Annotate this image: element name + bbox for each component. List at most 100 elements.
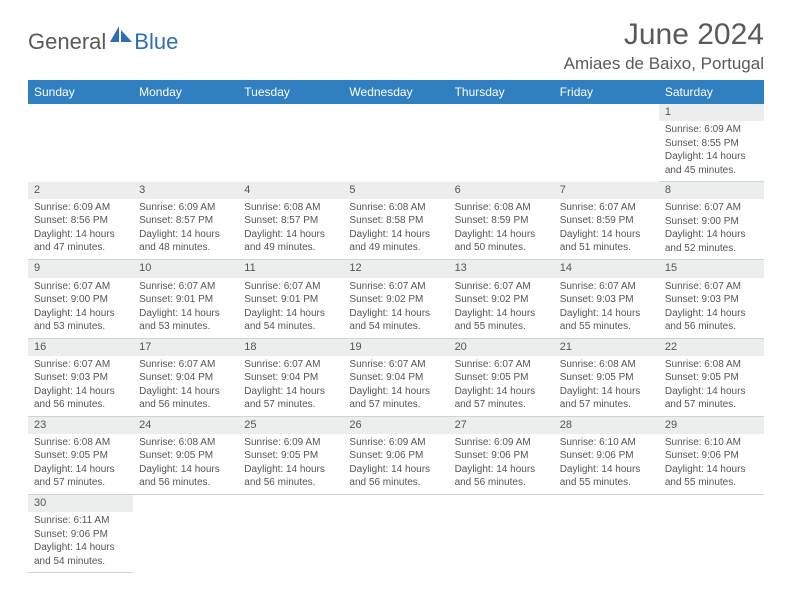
sunset-line: Sunset: 9:03 PM xyxy=(34,371,127,385)
sunrise-line: Sunrise: 6:07 AM xyxy=(34,358,127,372)
calendar-day-cell xyxy=(238,494,343,572)
calendar-day-cell: 11Sunrise: 6:07 AMSunset: 9:01 PMDayligh… xyxy=(238,260,343,338)
day-details: Sunrise: 6:07 AMSunset: 9:03 PMDaylight:… xyxy=(28,356,133,416)
day-details: Sunrise: 6:07 AMSunset: 9:03 PMDaylight:… xyxy=(554,278,659,338)
day-details: Sunrise: 6:07 AMSunset: 9:04 PMDaylight:… xyxy=(238,356,343,416)
calendar-day-cell xyxy=(449,494,554,572)
calendar-day-cell: 1Sunrise: 6:09 AMSunset: 8:55 PMDaylight… xyxy=(659,104,764,182)
daylight-line: Daylight: 14 hours and 56 minutes. xyxy=(244,463,337,490)
sunrise-line: Sunrise: 6:07 AM xyxy=(560,201,653,215)
sunset-line: Sunset: 9:06 PM xyxy=(34,528,127,542)
sunrise-line: Sunrise: 6:07 AM xyxy=(244,358,337,372)
day-number: 2 xyxy=(28,182,133,199)
weekday-header: Wednesday xyxy=(343,80,448,104)
calendar-day-cell: 13Sunrise: 6:07 AMSunset: 9:02 PMDayligh… xyxy=(449,260,554,338)
weekday-header: Monday xyxy=(133,80,238,104)
day-number: 22 xyxy=(659,339,764,356)
day-number: 18 xyxy=(238,339,343,356)
sunset-line: Sunset: 9:00 PM xyxy=(34,293,127,307)
sunset-line: Sunset: 8:59 PM xyxy=(560,214,653,228)
day-number: 5 xyxy=(343,182,448,199)
weekday-header: Saturday xyxy=(659,80,764,104)
calendar-week-row: 9Sunrise: 6:07 AMSunset: 9:00 PMDaylight… xyxy=(28,260,764,338)
day-number: 16 xyxy=(28,339,133,356)
sunset-line: Sunset: 8:57 PM xyxy=(139,214,232,228)
daylight-line: Daylight: 14 hours and 53 minutes. xyxy=(139,307,232,334)
sunset-line: Sunset: 9:01 PM xyxy=(139,293,232,307)
daylight-line: Daylight: 14 hours and 57 minutes. xyxy=(34,463,127,490)
calendar-day-cell xyxy=(343,104,448,182)
sunset-line: Sunset: 8:59 PM xyxy=(455,214,548,228)
day-details: Sunrise: 6:09 AMSunset: 8:55 PMDaylight:… xyxy=(659,121,764,181)
sunset-line: Sunset: 9:02 PM xyxy=(349,293,442,307)
calendar-day-cell: 9Sunrise: 6:07 AMSunset: 9:00 PMDaylight… xyxy=(28,260,133,338)
day-number: 15 xyxy=(659,260,764,277)
weekday-header: Thursday xyxy=(449,80,554,104)
sunrise-line: Sunrise: 6:09 AM xyxy=(244,436,337,450)
sunrise-line: Sunrise: 6:08 AM xyxy=(665,358,758,372)
location-subtitle: Amiaes de Baixo, Portugal xyxy=(564,54,764,74)
day-number: 24 xyxy=(133,417,238,434)
day-details: Sunrise: 6:09 AMSunset: 8:57 PMDaylight:… xyxy=(133,199,238,259)
calendar-day-cell: 28Sunrise: 6:10 AMSunset: 9:06 PMDayligh… xyxy=(554,416,659,494)
daylight-line: Daylight: 14 hours and 53 minutes. xyxy=(34,307,127,334)
daylight-line: Daylight: 14 hours and 57 minutes. xyxy=(560,385,653,412)
calendar-day-cell: 29Sunrise: 6:10 AMSunset: 9:06 PMDayligh… xyxy=(659,416,764,494)
calendar-week-row: 2Sunrise: 6:09 AMSunset: 8:56 PMDaylight… xyxy=(28,182,764,260)
daylight-line: Daylight: 14 hours and 56 minutes. xyxy=(349,463,442,490)
sunset-line: Sunset: 9:01 PM xyxy=(244,293,337,307)
weekday-header: Tuesday xyxy=(238,80,343,104)
day-number: 28 xyxy=(554,417,659,434)
month-title: June 2024 xyxy=(564,18,764,52)
sunset-line: Sunset: 8:57 PM xyxy=(244,214,337,228)
day-details: Sunrise: 6:10 AMSunset: 9:06 PMDaylight:… xyxy=(554,434,659,494)
daylight-line: Daylight: 14 hours and 57 minutes. xyxy=(455,385,548,412)
day-details: Sunrise: 6:11 AMSunset: 9:06 PMDaylight:… xyxy=(28,512,133,572)
daylight-line: Daylight: 14 hours and 55 minutes. xyxy=(560,463,653,490)
sunrise-line: Sunrise: 6:07 AM xyxy=(244,280,337,294)
day-number: 29 xyxy=(659,417,764,434)
sunset-line: Sunset: 8:58 PM xyxy=(349,214,442,228)
sunset-line: Sunset: 9:02 PM xyxy=(455,293,548,307)
sunrise-line: Sunrise: 6:09 AM xyxy=(139,201,232,215)
day-details: Sunrise: 6:07 AMSunset: 9:02 PMDaylight:… xyxy=(343,278,448,338)
sunset-line: Sunset: 9:06 PM xyxy=(665,449,758,463)
day-details: Sunrise: 6:07 AMSunset: 9:04 PMDaylight:… xyxy=(133,356,238,416)
day-details: Sunrise: 6:08 AMSunset: 9:05 PMDaylight:… xyxy=(28,434,133,494)
calendar-week-row: 23Sunrise: 6:08 AMSunset: 9:05 PMDayligh… xyxy=(28,416,764,494)
day-details: Sunrise: 6:08 AMSunset: 8:59 PMDaylight:… xyxy=(449,199,554,259)
sunrise-line: Sunrise: 6:07 AM xyxy=(139,280,232,294)
sunset-line: Sunset: 9:05 PM xyxy=(560,371,653,385)
day-details: Sunrise: 6:10 AMSunset: 9:06 PMDaylight:… xyxy=(659,434,764,494)
sunset-line: Sunset: 9:00 PM xyxy=(665,215,758,229)
calendar-day-cell: 18Sunrise: 6:07 AMSunset: 9:04 PMDayligh… xyxy=(238,338,343,416)
day-details: Sunrise: 6:08 AMSunset: 9:05 PMDaylight:… xyxy=(659,356,764,416)
calendar-day-cell xyxy=(238,104,343,182)
daylight-line: Daylight: 14 hours and 56 minutes. xyxy=(139,385,232,412)
day-number: 3 xyxy=(133,182,238,199)
sunrise-line: Sunrise: 6:09 AM xyxy=(665,123,758,137)
daylight-line: Daylight: 14 hours and 50 minutes. xyxy=(455,228,548,255)
sunset-line: Sunset: 9:03 PM xyxy=(560,293,653,307)
daylight-line: Daylight: 14 hours and 57 minutes. xyxy=(665,385,758,412)
day-number: 23 xyxy=(28,417,133,434)
calendar-day-cell xyxy=(133,494,238,572)
day-number: 11 xyxy=(238,260,343,277)
day-number: 7 xyxy=(554,182,659,199)
day-number: 26 xyxy=(343,417,448,434)
sunrise-line: Sunrise: 6:07 AM xyxy=(34,280,127,294)
day-number: 13 xyxy=(449,260,554,277)
calendar-day-cell: 19Sunrise: 6:07 AMSunset: 9:04 PMDayligh… xyxy=(343,338,448,416)
calendar-day-cell: 7Sunrise: 6:07 AMSunset: 8:59 PMDaylight… xyxy=(554,182,659,260)
daylight-line: Daylight: 14 hours and 52 minutes. xyxy=(665,228,758,255)
daylight-line: Daylight: 14 hours and 55 minutes. xyxy=(560,307,653,334)
sunset-line: Sunset: 9:05 PM xyxy=(244,449,337,463)
sunrise-line: Sunrise: 6:08 AM xyxy=(349,201,442,215)
weekday-header: Friday xyxy=(554,80,659,104)
day-details: Sunrise: 6:09 AMSunset: 9:05 PMDaylight:… xyxy=(238,434,343,494)
calendar-day-cell xyxy=(554,104,659,182)
sunrise-line: Sunrise: 6:09 AM xyxy=(34,201,127,215)
day-details: Sunrise: 6:07 AMSunset: 9:03 PMDaylight:… xyxy=(659,278,764,338)
sunrise-line: Sunrise: 6:07 AM xyxy=(455,280,548,294)
sunrise-line: Sunrise: 6:08 AM xyxy=(34,436,127,450)
